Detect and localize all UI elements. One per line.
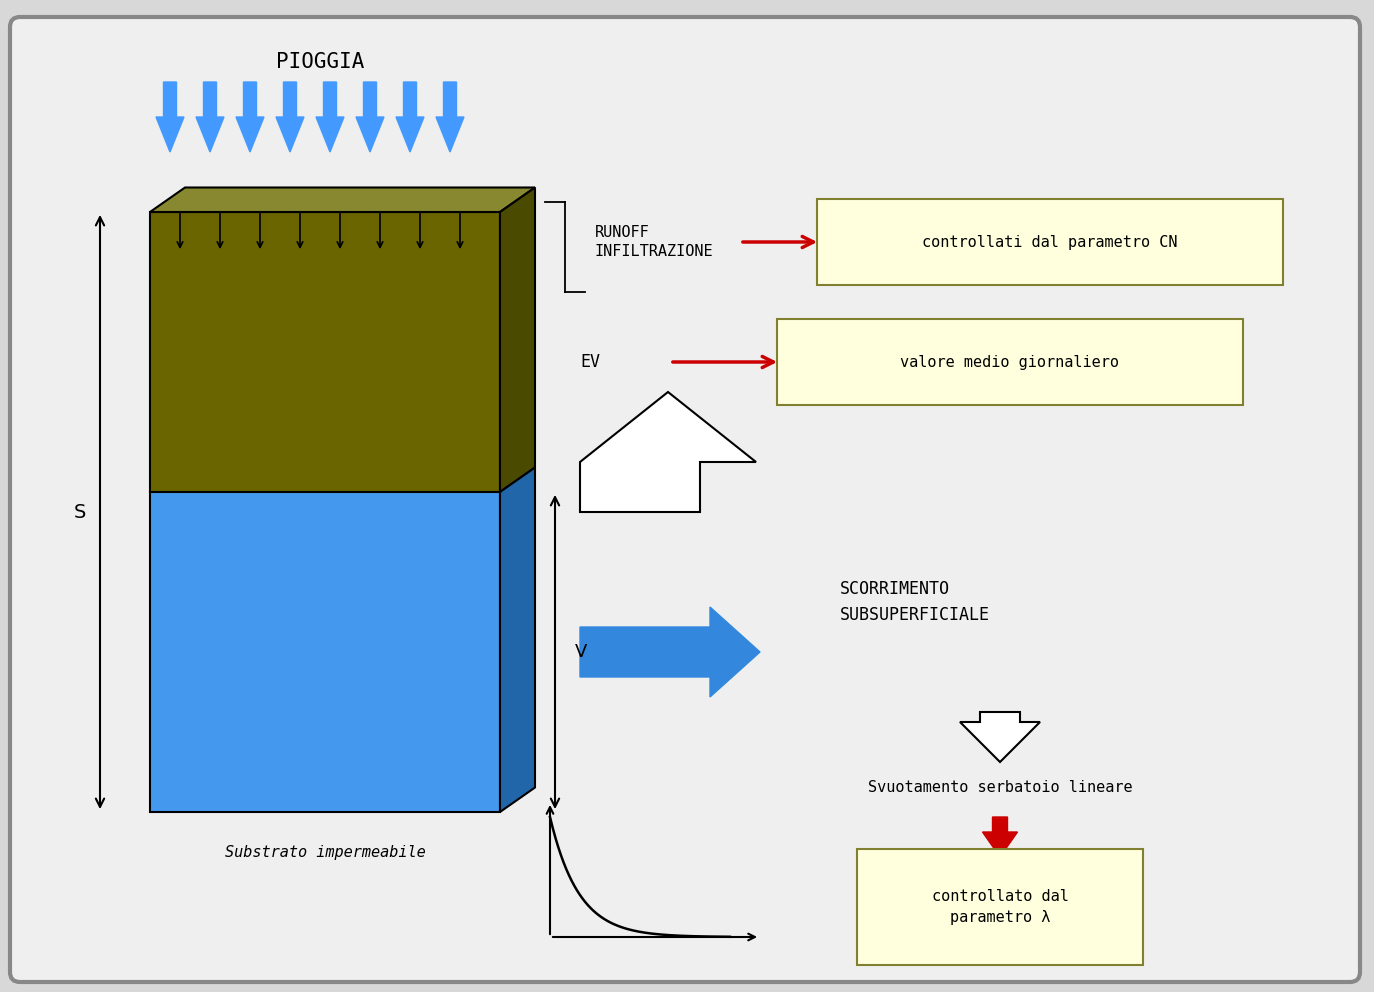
Text: EV: EV	[580, 353, 600, 371]
Text: controllato dal
parametro λ: controllato dal parametro λ	[932, 889, 1069, 925]
Text: controllati dal parametro CN: controllati dal parametro CN	[922, 234, 1178, 250]
Text: RUNOFF
INFILTRAZIONE: RUNOFF INFILTRAZIONE	[595, 224, 713, 259]
Bar	[150, 492, 500, 812]
Polygon shape	[150, 187, 534, 212]
Text: Substrato impermeabile: Substrato impermeabile	[224, 844, 426, 859]
Text: Svuotamento serbatoio lineare: Svuotamento serbatoio lineare	[868, 780, 1132, 795]
FancyBboxPatch shape	[10, 17, 1360, 982]
Text: SCORRIMENTO
SUBSUPERFICIALE: SCORRIMENTO SUBSUPERFICIALE	[840, 580, 991, 624]
FancyArrow shape	[982, 817, 1018, 857]
Bar	[150, 212, 500, 492]
Text: V: V	[574, 643, 587, 661]
FancyArrow shape	[276, 82, 304, 152]
FancyArrow shape	[436, 82, 464, 152]
Text: valore medio giornaliero: valore medio giornaliero	[900, 354, 1120, 369]
Text: PIOGGIA: PIOGGIA	[276, 52, 364, 72]
FancyBboxPatch shape	[818, 199, 1283, 285]
Polygon shape	[500, 467, 534, 812]
Polygon shape	[500, 187, 534, 492]
FancyArrow shape	[396, 82, 425, 152]
FancyArrow shape	[236, 82, 264, 152]
FancyArrow shape	[157, 82, 184, 152]
FancyBboxPatch shape	[857, 849, 1143, 965]
Polygon shape	[960, 712, 1040, 762]
FancyArrow shape	[580, 607, 760, 697]
Text: S: S	[74, 503, 87, 522]
FancyArrow shape	[316, 82, 344, 152]
Polygon shape	[580, 392, 756, 512]
FancyArrow shape	[196, 82, 224, 152]
FancyBboxPatch shape	[778, 319, 1243, 405]
FancyArrow shape	[356, 82, 383, 152]
